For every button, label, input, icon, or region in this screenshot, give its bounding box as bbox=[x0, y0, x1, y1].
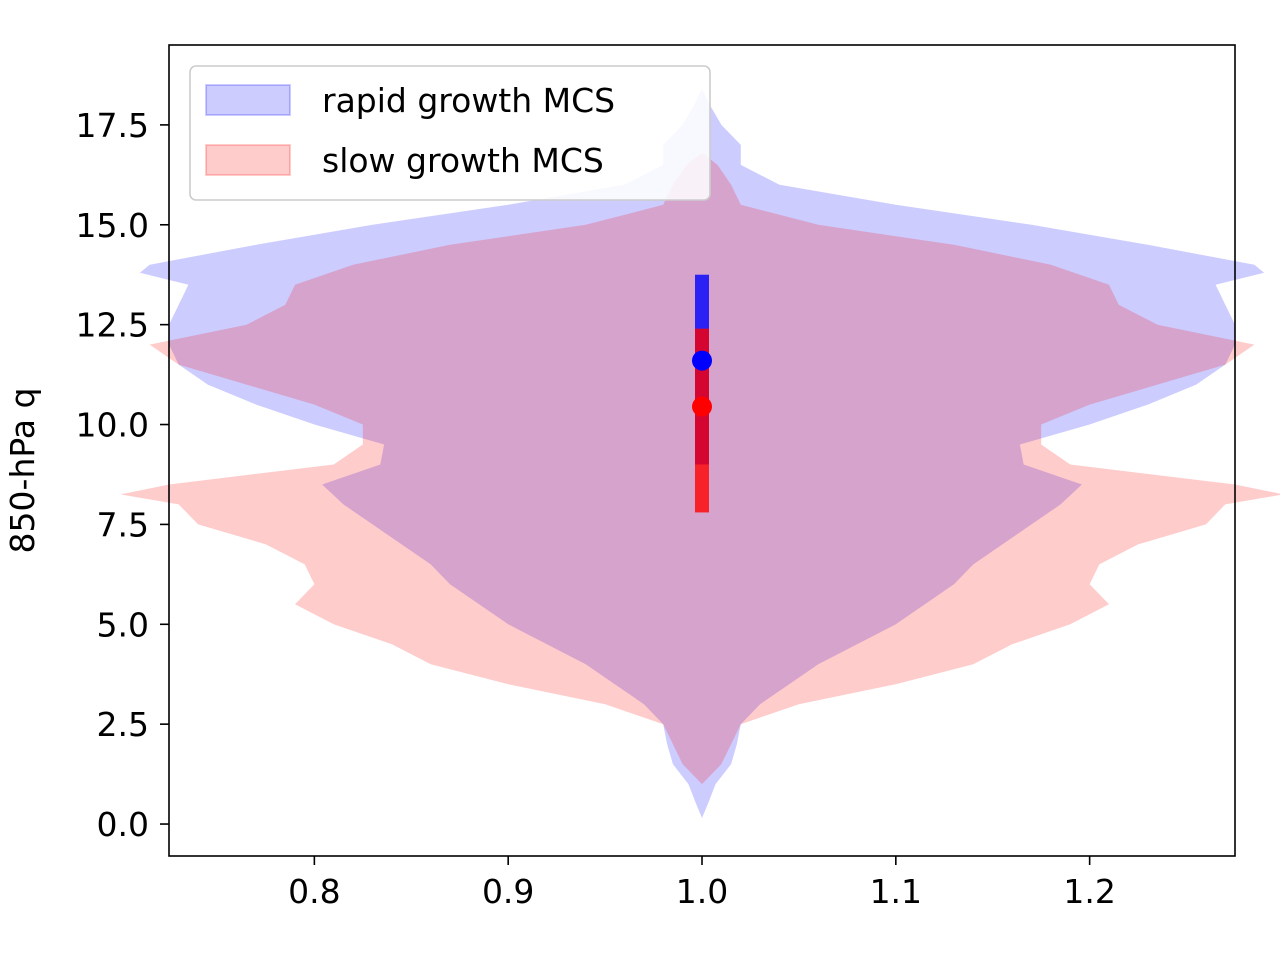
y-axis-label: 850-hPa q bbox=[3, 388, 42, 554]
y-tick-label: 7.5 bbox=[97, 505, 149, 544]
legend-label-slow: slow growth MCS bbox=[322, 141, 604, 180]
legend-frame bbox=[189, 65, 711, 201]
x-tick-label: 0.8 bbox=[288, 872, 340, 911]
x-tick-label: 0.9 bbox=[482, 872, 534, 911]
y-tick-label: 15.0 bbox=[76, 206, 149, 245]
legend-swatch-rapid bbox=[205, 84, 291, 116]
y-tick-label: 17.5 bbox=[76, 106, 149, 145]
x-tick-label: 1.2 bbox=[1063, 872, 1115, 911]
y-tick-label: 12.5 bbox=[76, 306, 149, 345]
y-tick-label: 10.0 bbox=[76, 406, 149, 445]
median-marker-rapid bbox=[692, 350, 712, 371]
legend: rapid growth MCS slow growth MCS bbox=[189, 65, 711, 201]
stats-layer bbox=[692, 274, 712, 513]
x-tick-label: 1.0 bbox=[676, 872, 728, 911]
y-tick-label: 5.0 bbox=[97, 605, 149, 644]
median-marker-slow bbox=[692, 396, 712, 417]
y-axis: 0.0 2.5 5.0 7.5 10.0 12.5 15.0 17.5 bbox=[76, 106, 169, 844]
x-axis: 0.8 0.9 1.0 1.1 1.2 bbox=[288, 856, 1116, 911]
iqr-bar-slow bbox=[695, 328, 709, 513]
x-tick-label: 1.1 bbox=[870, 872, 922, 911]
legend-swatch-slow bbox=[205, 144, 291, 176]
y-tick-label: 0.0 bbox=[97, 805, 149, 844]
y-tick-label: 2.5 bbox=[97, 705, 149, 744]
legend-label-rapid: rapid growth MCS bbox=[322, 81, 615, 120]
